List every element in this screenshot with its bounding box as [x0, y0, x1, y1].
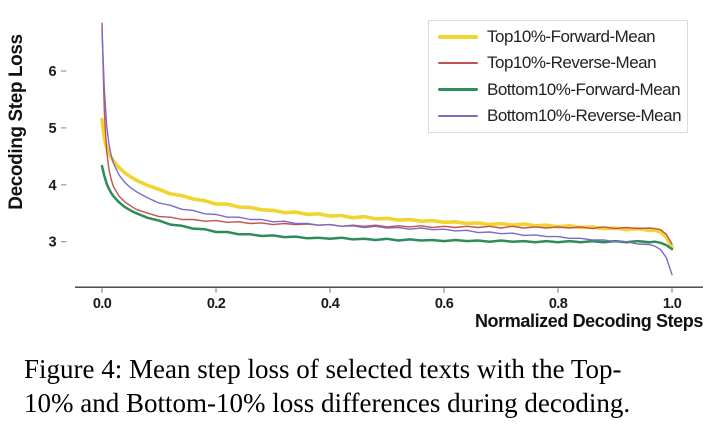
- x-tick-label: 0.4: [321, 296, 340, 312]
- legend-item-0: Top10%-Forward-Mean: [429, 24, 687, 50]
- legend-swatch-icon: [438, 35, 478, 40]
- loss-chart: 0.0 0.2 0.4 0.6 0.8 1.0 3 4 5 6 Decoding Step Los…: [6, 20, 704, 331]
- x-tick-label: 0.0: [93, 296, 112, 312]
- y-tick-label: 3: [49, 235, 57, 251]
- caption-line-2: 10% and Bottom-10% loss differences duri…: [24, 388, 631, 418]
- legend-swatch-icon: [438, 88, 478, 92]
- series-line-2: [100, 164, 674, 251]
- legend: Top10%-Forward-Mean Top10%-Reverse-Mean Bo…: [428, 20, 688, 133]
- y-tick-label: 5: [49, 121, 57, 137]
- x-axis-label: Normalized Decoding Steps: [475, 311, 703, 331]
- series-line-1: [101, 22, 673, 245]
- legend-item-1: Top10%-Reverse-Mean: [429, 50, 687, 76]
- x-tick-label: 1.0: [663, 296, 682, 312]
- series-line-3: [101, 29, 673, 276]
- legend-label: Bottom10%-Reverse-Mean: [487, 105, 682, 125]
- axes: 0.0 0.2 0.4 0.6 0.8 1.0 3 4 5 6: [49, 64, 703, 312]
- caption-line-1: Figure 4: Mean step loss of selected tex…: [24, 354, 622, 384]
- x-tick-label: 0.2: [207, 296, 226, 312]
- legend-label: Bottom10%-Forward-Mean: [487, 79, 681, 99]
- series-lines: [100, 22, 674, 276]
- legend-item-3: Bottom10%-Reverse-Mean: [429, 103, 687, 129]
- x-tick-label: 0.6: [435, 296, 454, 312]
- legend-item-2: Bottom10%-Forward-Mean: [429, 77, 687, 103]
- y-tick-label: 6: [49, 64, 57, 80]
- legend-label: Top10%-Forward-Mean: [487, 27, 656, 47]
- legend-label: Top10%-Reverse-Mean: [487, 53, 657, 73]
- legend-swatch-icon: [438, 114, 478, 117]
- chart-canvas: 0.0 0.2 0.4 0.6 0.8 1.0 3 4 5 6 Decoding Step Los…: [6, 22, 704, 331]
- legend-swatch-icon: [438, 62, 478, 65]
- y-axis-label: Decoding Step Loss: [6, 34, 27, 209]
- x-tick-label: 0.8: [549, 296, 568, 312]
- y-tick-label: 4: [49, 178, 57, 194]
- figure-caption: Figure 4: Mean step loss of selected tex…: [24, 352, 714, 420]
